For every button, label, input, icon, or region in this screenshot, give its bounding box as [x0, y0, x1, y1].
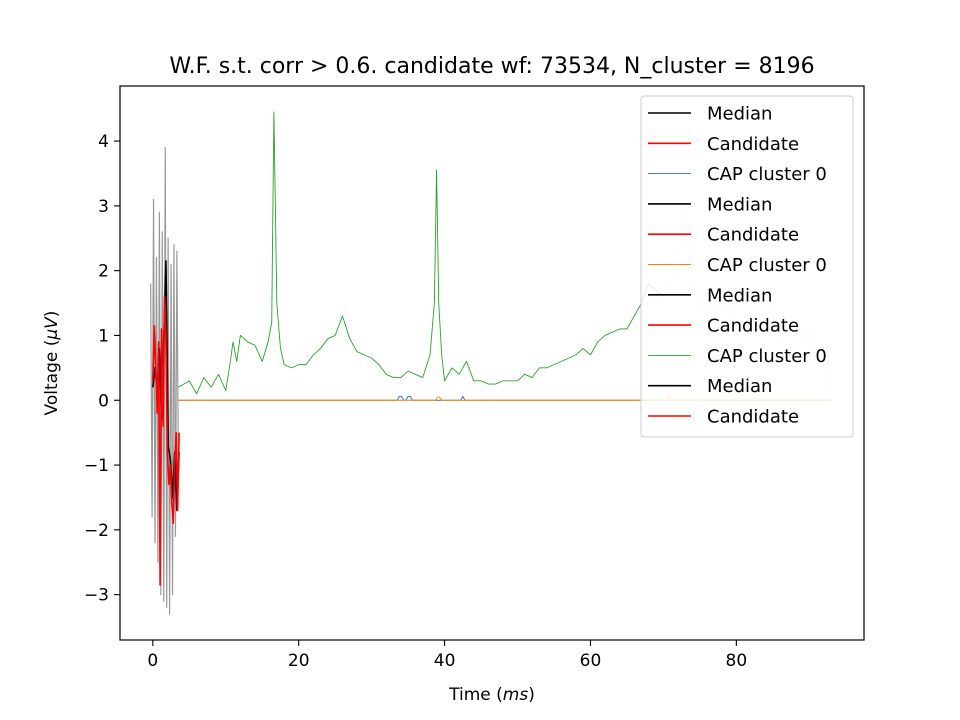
y-tick-label: 1: [98, 326, 109, 346]
legend-label: Median: [707, 376, 772, 397]
x-tick-label: 20: [288, 651, 310, 671]
y-tick-label: −1: [84, 456, 109, 476]
y-axis-label: Voltage (μV): [42, 311, 62, 416]
y-tick-label: 2: [98, 262, 109, 282]
legend-entry: Candidate: [648, 225, 799, 246]
legend-entry: Median: [648, 104, 772, 125]
legend-label: Candidate: [707, 225, 799, 246]
series-line-cap-cluster-0-1: [178, 395, 832, 401]
legend-entry: Candidate: [648, 407, 799, 428]
x-tick-label: 60: [580, 651, 602, 671]
legend-label: CAP cluster 0: [707, 255, 827, 276]
legend: Median Candidate CAP cluster 0 Median Candid…: [640, 95, 854, 438]
y-tick-label: 4: [98, 132, 109, 152]
x-axis-label: Time (ms): [448, 685, 535, 705]
series-line-cap-cluster-0-0: [178, 111, 664, 395]
legend-entry: CAP cluster 0: [648, 255, 827, 276]
legend-label: Median: [707, 285, 772, 306]
series-line-candidate-5: [152, 295, 180, 586]
legend-label: Candidate: [707, 134, 799, 155]
legend-entry: Candidate: [648, 316, 799, 337]
legend-label: Median: [707, 104, 772, 125]
chart-title: W.F. s.t. corr > 0.6. candidate wf: 7353…: [169, 54, 814, 79]
legend-label: Median: [707, 194, 772, 215]
x-tick-label: 0: [147, 651, 158, 671]
series-line-background-traces-3: [150, 146, 179, 615]
legend-entry: CAP cluster 0: [648, 164, 827, 185]
legend-entry: Median: [648, 285, 772, 306]
legend-label: CAP cluster 0: [707, 164, 827, 185]
legend-label: Candidate: [707, 316, 799, 337]
legend-label: CAP cluster 0: [707, 346, 827, 367]
legend-entry: CAP cluster 0: [648, 346, 827, 367]
legend-entry: Median: [648, 194, 772, 215]
y-axis-ticks: −3 −2 −1 0 1 2 3 4: [84, 132, 120, 606]
y-tick-label: −3: [84, 586, 109, 606]
x-tick-label: 80: [726, 651, 748, 671]
y-tick-label: 0: [98, 391, 109, 411]
legend-items: Median Candidate CAP cluster 0 Median Candid…: [648, 104, 827, 428]
y-tick-label: −2: [84, 521, 109, 541]
x-axis-ticks: 0 20 40 60 80: [147, 640, 747, 671]
legend-entry: Candidate: [648, 134, 799, 155]
legend-label: Candidate: [707, 407, 799, 428]
legend-box: [640, 95, 854, 438]
x-tick-label: 40: [434, 651, 456, 671]
y-tick-label: 3: [98, 197, 109, 217]
legend-entry: Median: [648, 376, 772, 397]
